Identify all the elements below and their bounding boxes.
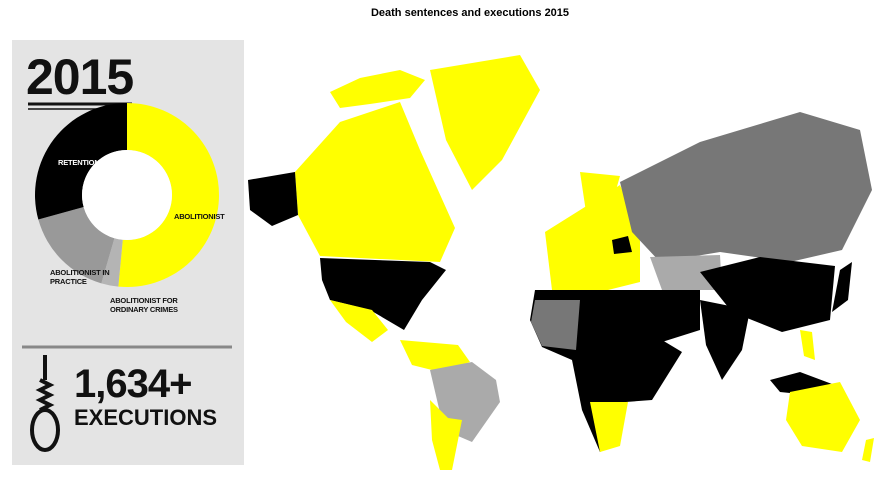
central-asia xyxy=(650,255,722,290)
middle-east xyxy=(620,290,700,342)
south-america-north xyxy=(400,340,470,372)
donut-segment xyxy=(118,103,219,287)
usa xyxy=(320,258,446,330)
philippines xyxy=(800,330,815,360)
page-title: Death sentences and executions 2015 xyxy=(371,7,569,19)
india xyxy=(700,300,750,380)
noose-icon xyxy=(30,355,60,452)
segment-label: ABOLITIONIST FOR ORDINARY CRIMES xyxy=(110,296,178,314)
donut-segment xyxy=(101,238,123,287)
donut-chart xyxy=(34,103,219,287)
west-africa xyxy=(531,300,580,350)
alaska xyxy=(248,172,298,226)
greenland xyxy=(430,55,540,190)
canada xyxy=(295,102,455,262)
segment-label: ABOLITIONIST xyxy=(174,212,225,221)
australia xyxy=(786,382,860,452)
arctic-islands xyxy=(330,70,425,108)
new-zealand xyxy=(862,438,874,462)
donut-segment xyxy=(34,103,127,220)
segment-label: RETENTIONIST xyxy=(58,158,111,167)
donut-segment xyxy=(38,207,115,284)
executions-label: EXECUTIONS xyxy=(74,405,218,430)
europe xyxy=(545,185,640,292)
donut-hole xyxy=(82,150,172,240)
year-heading: 2015 xyxy=(26,49,134,105)
world-map xyxy=(248,55,874,470)
mexico xyxy=(330,300,388,342)
belarus xyxy=(612,236,632,254)
southern-africa xyxy=(590,402,628,452)
segment-label: ABOLITIONIST IN PRACTICE xyxy=(50,268,110,286)
south-america-south xyxy=(430,400,462,470)
executions-count: 1,634+ xyxy=(74,362,192,406)
china xyxy=(700,257,835,332)
russia xyxy=(620,112,872,262)
japan xyxy=(832,262,852,312)
scandinavia xyxy=(580,172,620,225)
